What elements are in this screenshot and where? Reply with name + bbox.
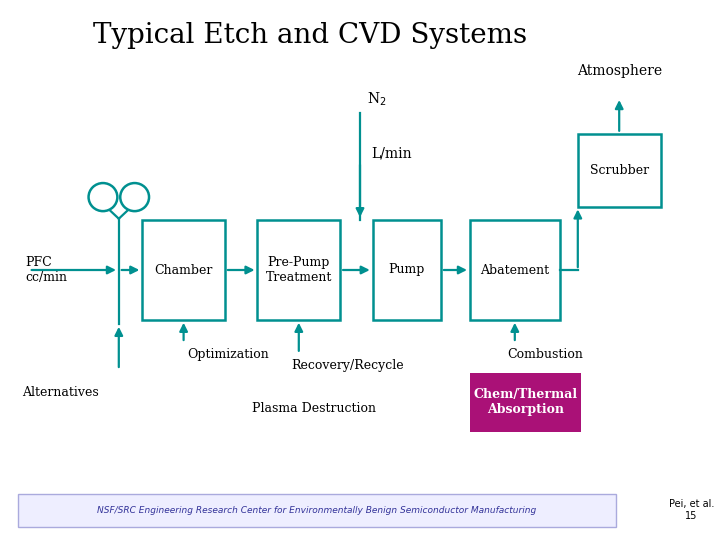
Bar: [258, 220, 340, 320]
Text: Scrubber: Scrubber: [590, 164, 649, 177]
Bar: [469, 373, 582, 432]
Text: Recovery/Recycle: Recovery/Recycle: [292, 359, 404, 372]
Bar: [18, 494, 616, 526]
Ellipse shape: [120, 183, 149, 211]
Text: Plasma Destruction: Plasma Destruction: [252, 402, 376, 415]
Bar: [373, 220, 441, 320]
Text: Abatement: Abatement: [480, 264, 549, 276]
Text: Pei, et al.
15: Pei, et al. 15: [668, 500, 714, 521]
Text: L/min: L/min: [371, 147, 411, 161]
Text: Chamber: Chamber: [154, 264, 213, 276]
Text: Chem/Thermal
Absorption: Chem/Thermal Absorption: [474, 388, 577, 416]
Bar: [143, 220, 225, 320]
Text: Optimization: Optimization: [187, 348, 269, 361]
Text: Pump: Pump: [389, 264, 425, 276]
Text: N$_2$: N$_2$: [367, 91, 387, 108]
Bar: [577, 133, 660, 206]
Text: Combustion: Combustion: [508, 348, 583, 361]
Text: Atmosphere: Atmosphere: [577, 64, 662, 78]
Ellipse shape: [89, 183, 117, 211]
Text: PFC
cc/min: PFC cc/min: [25, 256, 67, 284]
Bar: [469, 220, 560, 320]
Text: NSF/SRC Engineering Research Center for Environmentally Benign Semiconductor Man: NSF/SRC Engineering Research Center for …: [97, 506, 536, 515]
Text: Alternatives: Alternatives: [22, 386, 99, 399]
Text: Typical Etch and CVD Systems: Typical Etch and CVD Systems: [93, 22, 526, 49]
Text: Pre-Pump
Treatment: Pre-Pump Treatment: [266, 256, 332, 284]
